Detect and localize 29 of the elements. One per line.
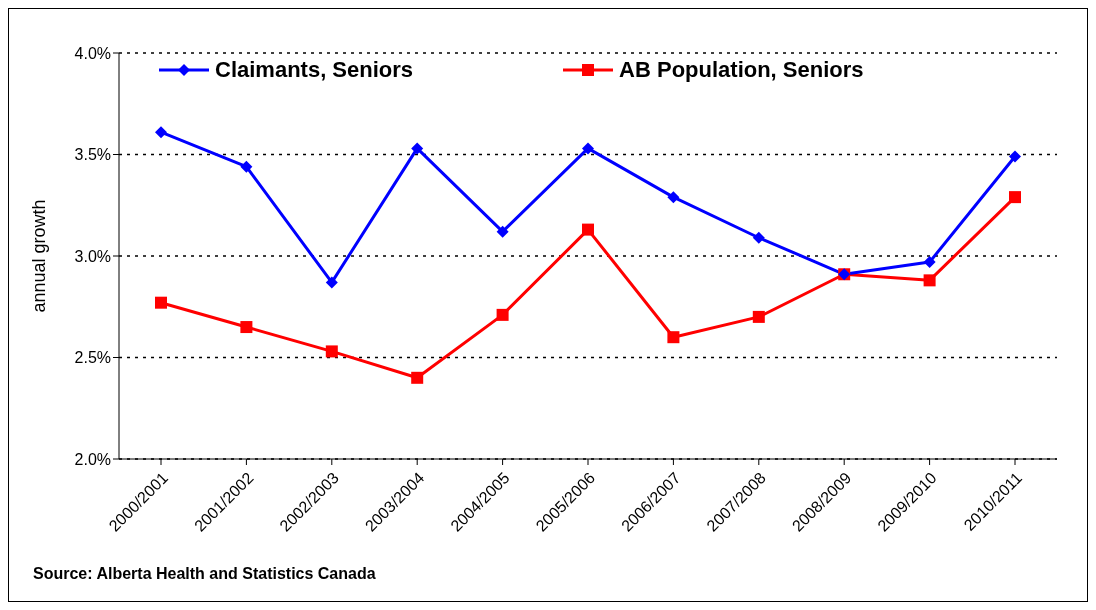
point: [155, 296, 167, 309]
point: [411, 371, 424, 384]
point: [325, 276, 338, 289]
point: [582, 142, 594, 155]
point: [667, 191, 680, 204]
point: [752, 231, 765, 244]
point: [496, 308, 509, 321]
point: [1009, 191, 1021, 204]
point: [1009, 150, 1021, 163]
legend-label: AB Population, Seniors: [618, 57, 864, 83]
y-axis-title: annual growth: [29, 199, 50, 313]
y-tick-label: 4.0%: [74, 44, 111, 62]
y-tick-label: 2.0%: [74, 450, 111, 468]
point: [923, 256, 936, 269]
point: [752, 310, 765, 323]
point: [582, 223, 594, 236]
point: [240, 160, 253, 173]
point: [496, 225, 509, 238]
point: [667, 331, 680, 344]
point: [411, 142, 424, 155]
point: [923, 274, 936, 287]
y-tick-label: 3.5%: [74, 146, 111, 164]
point: [325, 345, 338, 358]
point: [240, 321, 253, 334]
source-note: Source: Alberta Health and Statistics Canada: [33, 565, 376, 583]
point: [155, 126, 167, 139]
y-tick-label: 2.5%: [74, 349, 111, 367]
y-tick-label: 3.0%: [74, 247, 111, 265]
legend-label: Claimants, Seniors: [214, 57, 414, 83]
